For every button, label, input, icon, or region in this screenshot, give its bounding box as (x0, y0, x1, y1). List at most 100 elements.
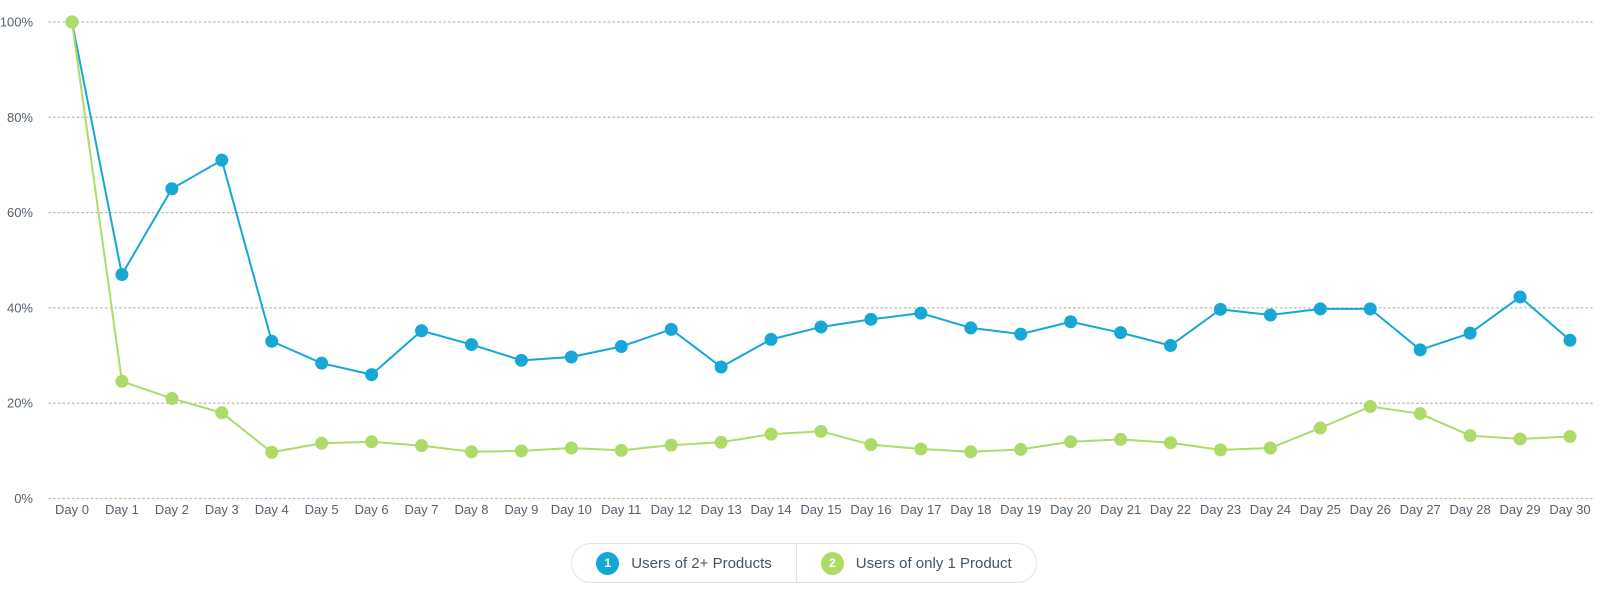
y-axis-tick-label: 80% (7, 110, 33, 125)
data-point-series-2-day-17[interactable] (914, 442, 928, 456)
y-axis-tick-label: 40% (7, 300, 33, 315)
x-axis-label-day-21: Day 21 (1100, 502, 1141, 517)
data-point-series-1-day-15[interactable] (814, 320, 828, 334)
x-axis-label-day-7: Day 7 (405, 502, 439, 517)
y-axis-tick-label: 20% (7, 396, 33, 411)
data-point-series-2-day-19[interactable] (1014, 442, 1028, 456)
data-point-series-1-day-1[interactable] (115, 268, 129, 282)
data-point-series-1-day-13[interactable] (714, 360, 728, 374)
data-point-series-2-day-30[interactable] (1563, 430, 1577, 444)
data-point-series-2-day-16[interactable] (864, 438, 878, 452)
data-point-series-2-day-10[interactable] (564, 441, 578, 455)
x-axis-label-day-28: Day 28 (1450, 502, 1491, 517)
x-axis-label-day-3: Day 3 (205, 502, 239, 517)
x-axis-label-day-17: Day 17 (900, 502, 941, 517)
x-axis-label-day-2: Day 2 (155, 502, 189, 517)
data-point-series-2-day-29[interactable] (1513, 432, 1527, 446)
x-axis-label-day-22: Day 22 (1150, 502, 1191, 517)
data-point-series-1-day-7[interactable] (415, 324, 429, 338)
data-point-series-2-day-4[interactable] (265, 445, 279, 459)
data-point-series-1-day-20[interactable] (1064, 315, 1078, 329)
data-point-series-2-day-25[interactable] (1313, 421, 1327, 435)
data-point-series-1-day-23[interactable] (1213, 302, 1227, 316)
data-point-series-1-day-9[interactable] (514, 353, 528, 367)
data-point-series-1-day-17[interactable] (914, 306, 928, 320)
data-point-series-1-day-30[interactable] (1563, 333, 1577, 347)
data-point-series-2-day-26[interactable] (1363, 400, 1377, 414)
data-point-series-1-day-16[interactable] (864, 312, 878, 326)
x-axis-label-day-0: Day 0 (55, 502, 89, 517)
data-point-series-1-day-29[interactable] (1513, 290, 1527, 304)
x-axis-label-day-11: Day 11 (601, 502, 641, 517)
x-axis-label-day-14: Day 14 (750, 502, 791, 517)
x-axis-label-day-23: Day 23 (1200, 502, 1241, 517)
x-axis-label-day-25: Day 25 (1300, 502, 1341, 517)
series-line-2 (71, 21, 1571, 454)
data-point-series-2-day-3[interactable] (215, 406, 229, 420)
data-point-series-2-day-7[interactable] (415, 439, 429, 453)
data-point-series-1-day-25[interactable] (1313, 302, 1327, 316)
data-point-series-2-day-8[interactable] (464, 445, 478, 459)
x-axis-label-day-24: Day 24 (1250, 502, 1291, 517)
y-axis-tick-label: 100% (0, 15, 33, 30)
data-point-series-2-day-28[interactable] (1463, 429, 1477, 443)
x-axis-label-day-15: Day 15 (800, 502, 841, 517)
y-axis-tick-label: 60% (7, 205, 33, 220)
legend-item-users-only-1-product[interactable]: 2 Users of only 1 Product (797, 544, 1036, 582)
data-point-series-1-day-10[interactable] (564, 350, 578, 364)
data-point-series-2-day-5[interactable] (315, 436, 329, 450)
x-axis-label-day-18: Day 18 (950, 502, 991, 517)
data-point-series-2-day-0[interactable] (65, 15, 79, 29)
data-point-series-2-day-20[interactable] (1064, 435, 1078, 449)
data-point-series-2-day-21[interactable] (1114, 432, 1128, 446)
data-point-series-2-day-22[interactable] (1164, 436, 1178, 450)
data-point-series-2-day-12[interactable] (664, 438, 678, 452)
data-point-series-2-day-2[interactable] (165, 391, 179, 405)
data-point-series-1-day-19[interactable] (1014, 327, 1028, 341)
data-point-series-2-day-14[interactable] (764, 427, 778, 441)
data-point-series-1-day-27[interactable] (1413, 343, 1427, 357)
data-point-series-1-day-28[interactable] (1463, 326, 1477, 340)
data-point-series-1-day-3[interactable] (215, 153, 229, 167)
data-point-series-1-day-8[interactable] (464, 338, 478, 352)
data-point-series-2-day-1[interactable] (115, 374, 129, 388)
legend-divider (795, 544, 797, 582)
y-axis-tick-label: 0% (14, 491, 33, 506)
data-point-series-1-day-4[interactable] (265, 334, 279, 348)
legend-item-users-2plus-products[interactable]: 1 Users of 2+ Products (572, 544, 795, 582)
data-point-series-1-day-22[interactable] (1164, 339, 1178, 353)
x-axis-label-day-20: Day 20 (1050, 502, 1091, 517)
data-point-series-2-day-15[interactable] (814, 424, 828, 438)
data-point-series-1-day-6[interactable] (365, 368, 379, 382)
x-axis-label-day-9: Day 9 (504, 502, 538, 517)
x-axis-label-day-6: Day 6 (355, 502, 389, 517)
x-axis-label-day-5: Day 5 (305, 502, 339, 517)
legend-series-2-label: Users of only 1 Product (855, 554, 1012, 572)
x-axis-label-day-12: Day 12 (651, 502, 692, 517)
data-point-series-1-day-21[interactable] (1114, 326, 1128, 340)
data-point-series-1-day-26[interactable] (1363, 302, 1377, 316)
x-axis-label-day-19: Day 19 (1000, 502, 1041, 517)
data-point-series-2-day-27[interactable] (1413, 407, 1427, 421)
x-axis-label-day-30: Day 30 (1549, 502, 1590, 517)
data-point-series-1-day-24[interactable] (1263, 308, 1277, 322)
x-axis-label-day-26: Day 26 (1350, 502, 1391, 517)
data-point-series-2-day-18[interactable] (964, 445, 978, 459)
data-point-series-1-day-18[interactable] (964, 321, 978, 335)
x-axis-label-day-1: Day 1 (105, 502, 139, 517)
legend-box: 1 Users of 2+ Products 2 Users of only 1… (571, 543, 1037, 583)
data-point-series-2-day-24[interactable] (1263, 441, 1277, 455)
legend-series-2-badge: 2 (820, 551, 844, 575)
data-point-series-2-day-6[interactable] (365, 435, 379, 449)
data-point-series-2-day-9[interactable] (514, 444, 528, 458)
data-point-series-1-day-5[interactable] (315, 356, 329, 370)
x-axis-label-day-29: Day 29 (1499, 502, 1540, 517)
data-point-series-2-day-13[interactable] (714, 435, 728, 449)
data-point-series-1-day-12[interactable] (664, 322, 678, 336)
data-point-series-1-day-14[interactable] (764, 332, 778, 346)
data-point-series-1-day-11[interactable] (614, 339, 628, 353)
data-point-series-2-day-11[interactable] (614, 443, 628, 457)
data-point-series-1-day-2[interactable] (165, 182, 179, 196)
data-point-series-2-day-23[interactable] (1213, 443, 1227, 457)
